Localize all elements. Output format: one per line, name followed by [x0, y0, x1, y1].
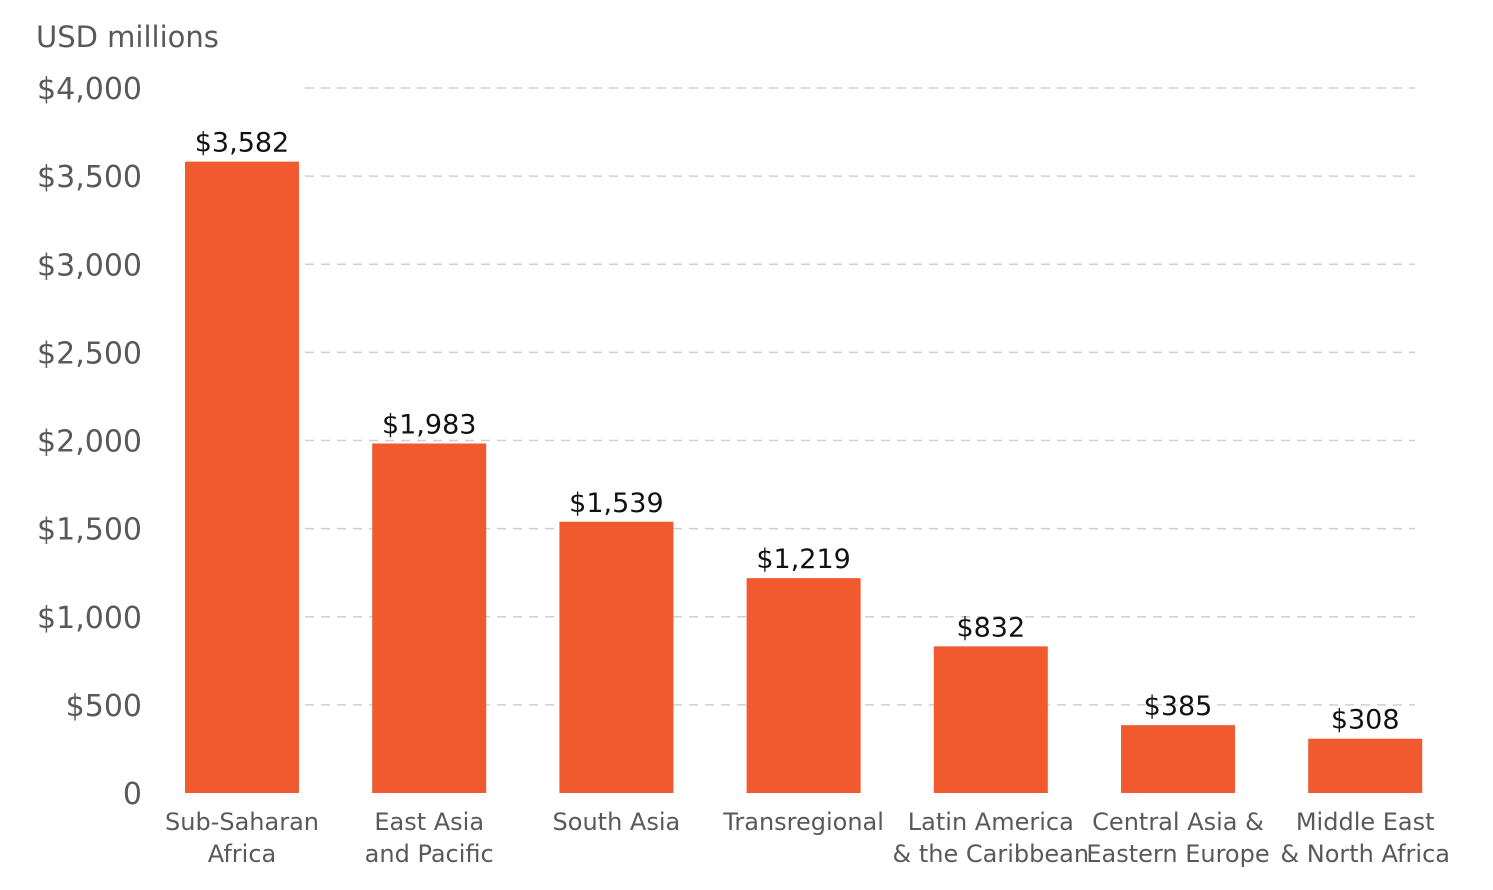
x-tick-label: Middle East & North Africa — [1280, 808, 1450, 868]
bar — [1308, 738, 1423, 793]
x-tick-label: East Asia and Pacific — [365, 808, 494, 868]
data-label: $1,983 — [382, 409, 476, 440]
x-tick-label: Sub-Saharan Africa — [165, 808, 319, 868]
bar — [933, 646, 1048, 793]
x-tick-label: South Asia — [553, 808, 681, 836]
bar — [372, 443, 487, 793]
y-tick-label: $3,000 — [37, 248, 142, 283]
x-tick-label: Central Asia & Eastern Europe — [1086, 808, 1269, 868]
y-tick-label: $1,500 — [37, 513, 142, 548]
bar — [559, 521, 674, 793]
x-tick-label: Transregional — [722, 808, 884, 836]
data-label: $1,539 — [569, 488, 663, 519]
y-axis-ticks: 0 $500 $1,000 $1,500 $2,000 $2,500 $3,000 $3,50… — [37, 72, 142, 812]
y-tick-label: $4,000 — [37, 72, 142, 107]
y-tick-label: $2,500 — [37, 336, 142, 371]
y-tick-label: $2,000 — [37, 425, 142, 460]
data-label: $832 — [956, 612, 1025, 643]
x-axis-ticks: Sub-Saharan Africa East Asia and Pacific Sou… — [165, 808, 1450, 868]
bar — [746, 578, 861, 793]
y-tick-label: $500 — [66, 689, 142, 724]
bar — [1121, 725, 1235, 793]
y-tick-label: 0 — [123, 777, 142, 812]
gridlines — [305, 87, 1415, 706]
data-label: $3,582 — [195, 128, 289, 159]
bars — [185, 161, 1423, 794]
x-tick-label: Latin America & the Caribbean — [893, 808, 1090, 868]
data-label: $308 — [1331, 705, 1400, 736]
bar — [185, 161, 299, 794]
data-label: $385 — [1144, 691, 1213, 722]
y-tick-label: $1,000 — [37, 601, 142, 636]
data-labels: $3,582 $1,983 $1,539 $1,219 $832 $385 $308 — [195, 128, 1400, 736]
y-unit-label: USD millions — [36, 20, 219, 54]
y-tick-label: $3,500 — [37, 160, 142, 195]
data-label: $1,219 — [756, 544, 850, 575]
